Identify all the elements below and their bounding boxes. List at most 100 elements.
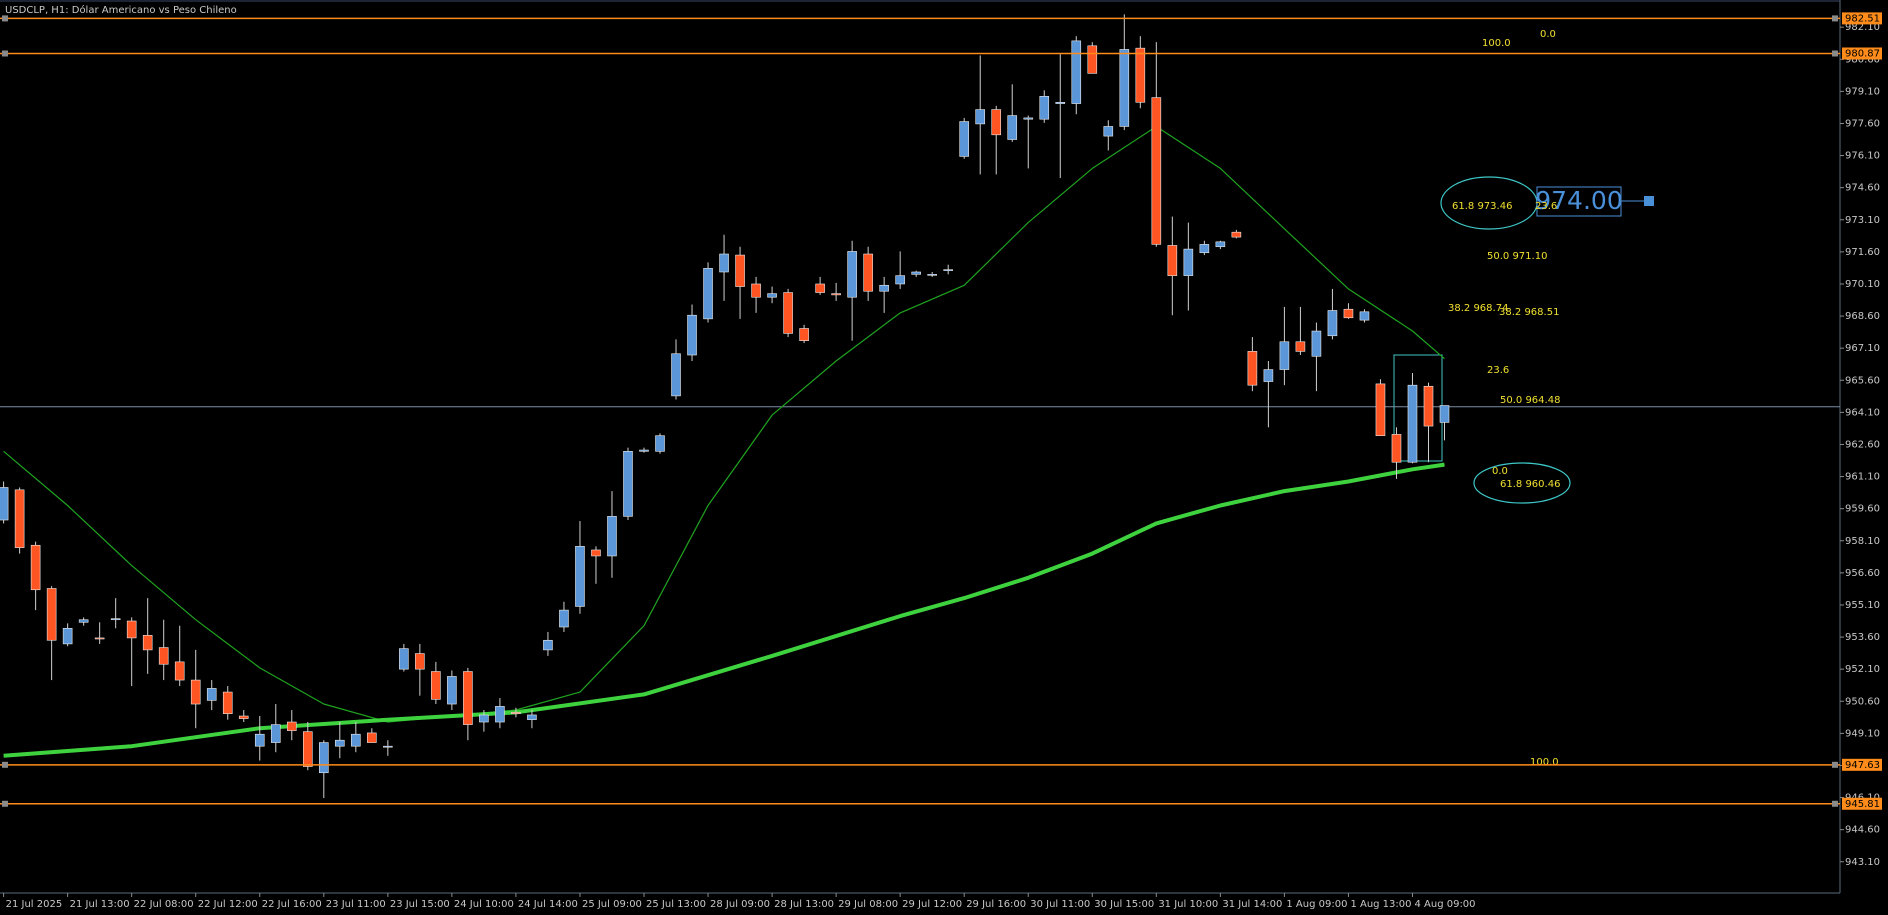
- candle-body: [1311, 330, 1322, 357]
- level-label-box: [1842, 47, 1882, 60]
- y-tick-label: 970.10: [1845, 279, 1880, 290]
- x-tick-label: 25 Jul 13:00: [646, 899, 706, 910]
- candle-body: [927, 274, 937, 276]
- candle-body: [142, 635, 153, 651]
- fib-label: 61.8 960.46: [1500, 479, 1560, 490]
- candle-body: [1215, 241, 1226, 248]
- candle-body: [1087, 45, 1098, 74]
- candle-body: [1023, 117, 1034, 120]
- fib-label: 0.0: [1540, 29, 1556, 40]
- candle-body: [911, 271, 921, 275]
- candle-body: [1039, 95, 1050, 120]
- y-tick-label: 977.60: [1845, 118, 1880, 129]
- candle-body: [351, 733, 361, 747]
- moving-average: [3, 462, 1445, 758]
- y-tick-label: 965.60: [1845, 375, 1880, 386]
- x-tick-label: 29 Jul 12:00: [902, 899, 962, 910]
- candle-body: [991, 109, 1002, 136]
- x-tick-label: 23 Jul 11:00: [326, 899, 386, 910]
- ellipse: [1473, 462, 1571, 504]
- y-tick-label: 961.10: [1845, 472, 1880, 483]
- candle-body: [815, 283, 825, 293]
- y-tick-label: 950.60: [1845, 696, 1880, 707]
- candle-body: [1279, 341, 1290, 370]
- level-handle: [1832, 50, 1838, 57]
- x-tick-label: 24 Jul 14:00: [518, 899, 578, 910]
- candle-body: [543, 639, 553, 651]
- fib-label: 50.0 964.48: [1500, 395, 1560, 406]
- x-tick-label: 31 Jul 14:00: [1222, 899, 1282, 910]
- candle-body: [703, 268, 713, 320]
- candle-body: [799, 328, 809, 341]
- fib-label: 38.2 968.74: [1448, 303, 1508, 314]
- candle-body: [1119, 49, 1130, 127]
- level-label: 980.87: [1845, 48, 1880, 59]
- candle-body: [575, 546, 585, 607]
- candle-body: [1231, 231, 1242, 238]
- x-tick-label: 24 Jul 10:00: [454, 899, 514, 910]
- candle-body: [335, 739, 345, 747]
- candle-body: [687, 314, 697, 356]
- candle-body: [1071, 40, 1082, 104]
- candle-body: [1327, 310, 1338, 337]
- y-tick-label: 971.60: [1845, 247, 1880, 258]
- x-tick-label: 28 Jul 09:00: [710, 899, 770, 910]
- candle-body: [1055, 101, 1066, 104]
- level-handle: [1832, 761, 1838, 768]
- level-handle: [2, 800, 8, 807]
- y-tick-label: 955.10: [1845, 600, 1880, 611]
- candle-body: [1007, 115, 1018, 140]
- candle-body: [126, 620, 137, 639]
- x-tick-label: 4 Aug 09:00: [1414, 899, 1475, 910]
- candle-body: [14, 489, 25, 548]
- candle-body: [463, 671, 473, 725]
- fib-label: 50.0 971.10: [1487, 251, 1547, 262]
- candle-body: [847, 251, 857, 298]
- candle-body: [174, 661, 185, 681]
- candle-body: [1375, 383, 1386, 436]
- y-tick-label: 982.10: [1845, 22, 1880, 33]
- level-label: 945.81: [1845, 799, 1880, 810]
- candle-body: [1199, 244, 1210, 254]
- y-tick-label: 979.10: [1845, 86, 1880, 97]
- candle-body: [623, 451, 633, 517]
- candle-body: [1295, 341, 1306, 352]
- candle-body: [879, 284, 889, 292]
- candle-body: [383, 745, 393, 748]
- x-tick-label: 23 Jul 15:00: [390, 899, 450, 910]
- x-tick-label: 28 Jul 13:00: [774, 899, 834, 910]
- y-tick-label: 958.10: [1845, 536, 1880, 547]
- candle-body: [1167, 245, 1178, 276]
- candle-body: [1135, 47, 1146, 103]
- candle-body: [1183, 248, 1194, 276]
- candle-body: [190, 679, 201, 705]
- x-tick-label: 22 Jul 16:00: [262, 899, 322, 910]
- level-label-box: [1842, 797, 1882, 810]
- fib-label: 61.8 973.46: [1452, 201, 1512, 212]
- x-tick-label: 1 Aug 09:00: [1286, 899, 1347, 910]
- candle-body: [975, 109, 986, 125]
- fib-label: 38.2 968.51: [1499, 307, 1559, 318]
- candle-body: [78, 619, 89, 623]
- x-tick-label: 21 Jul 2025: [6, 899, 63, 910]
- candle-body: [1423, 385, 1434, 427]
- candle-body: [1247, 351, 1258, 386]
- candle-body: [959, 121, 970, 157]
- candle-body: [831, 293, 841, 296]
- candle-body: [270, 724, 281, 743]
- candle-body: [1391, 434, 1402, 463]
- candle-body: [751, 283, 761, 298]
- candle-body: [735, 254, 745, 287]
- candle-body: [62, 627, 73, 645]
- y-tick-label: 949.10: [1845, 728, 1880, 739]
- x-tick-label: 22 Jul 12:00: [198, 899, 258, 910]
- level-label: 982.51: [1845, 13, 1880, 24]
- candle-body: [447, 676, 457, 705]
- x-tick-label: 1 Aug 13:00: [1350, 899, 1411, 910]
- x-tick-label: 31 Jul 10:00: [1158, 899, 1218, 910]
- y-tick-label: 953.60: [1845, 632, 1880, 643]
- candle-body: [1343, 308, 1354, 319]
- fib-label: 23.6: [1535, 201, 1557, 212]
